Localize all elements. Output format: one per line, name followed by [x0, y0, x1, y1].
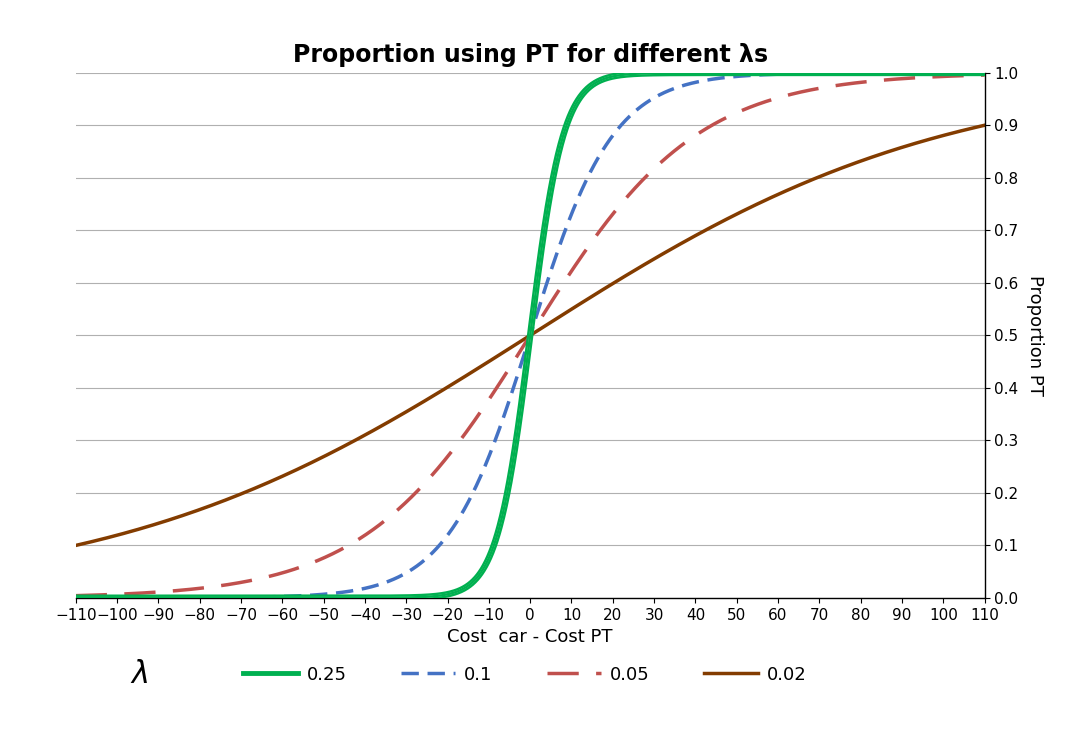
- Text: λ: λ: [132, 660, 149, 689]
- Title: Proportion using PT for different λs: Proportion using PT for different λs: [292, 43, 768, 67]
- Legend: 0.25, 0.1, 0.05, 0.02: 0.25, 0.1, 0.05, 0.02: [236, 658, 814, 691]
- X-axis label: Cost  car - Cost PT: Cost car - Cost PT: [448, 628, 612, 646]
- Y-axis label: Proportion PT: Proportion PT: [1026, 275, 1044, 396]
